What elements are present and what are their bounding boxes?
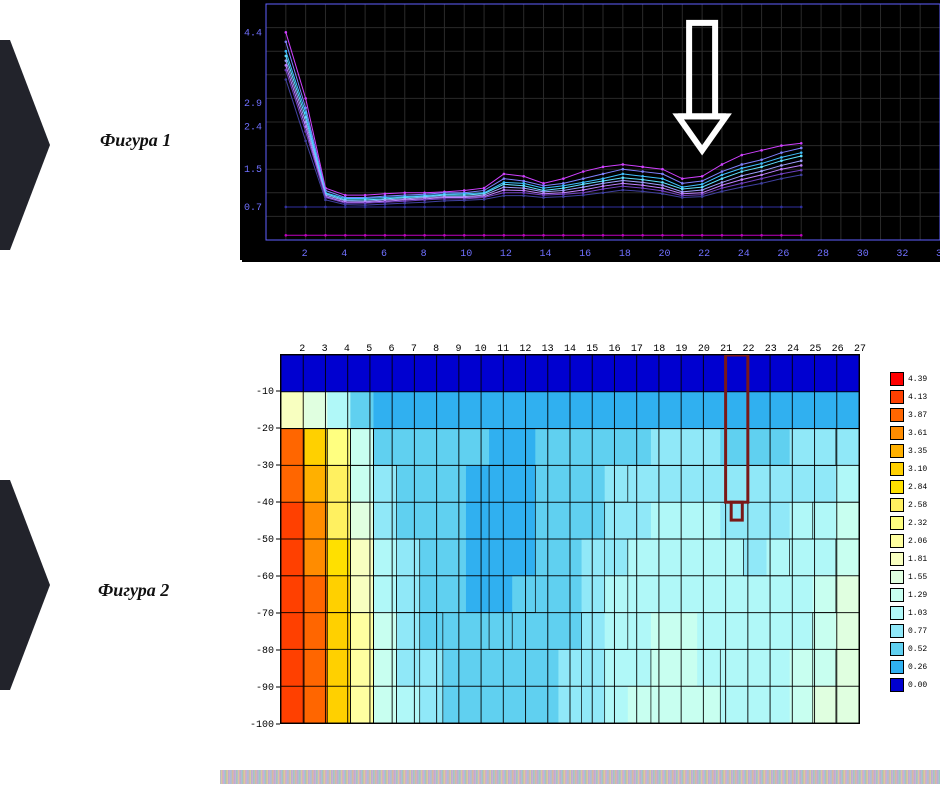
svg-text:10: 10 — [460, 249, 472, 260]
legend-value: 2.84 — [908, 483, 927, 492]
legend-swatch — [890, 462, 904, 476]
legend-swatch — [890, 426, 904, 440]
svg-text:16: 16 — [579, 249, 591, 260]
legend-value: 0.52 — [908, 645, 927, 654]
legend-value: 1.03 — [908, 609, 927, 618]
chart-2-heatmap: 2345678910111213141516171819202122232425… — [240, 340, 940, 740]
svg-text:-10: -10 — [256, 387, 274, 398]
svg-text:-30: -30 — [256, 461, 274, 472]
svg-text:32: 32 — [896, 249, 908, 260]
svg-text:-90: -90 — [256, 683, 274, 694]
decorative-noise-strip — [220, 770, 940, 784]
legend-swatch — [890, 642, 904, 656]
legend-swatch — [890, 408, 904, 422]
legend-entry: 1.03 — [890, 604, 938, 622]
legend-value: 1.55 — [908, 573, 927, 582]
legend-entry: 4.39 — [890, 370, 938, 388]
svg-text:4: 4 — [341, 249, 347, 260]
svg-text:6: 6 — [381, 249, 387, 260]
legend-value: 2.32 — [908, 519, 927, 528]
legend-entry: 2.58 — [890, 496, 938, 514]
legend-entry: 0.26 — [890, 658, 938, 676]
svg-text:26: 26 — [777, 249, 789, 260]
legend-value: 3.10 — [908, 465, 927, 474]
svg-text:-100: -100 — [250, 720, 274, 731]
legend-swatch — [890, 498, 904, 512]
legend-value: 3.87 — [908, 411, 927, 420]
heatmap-legend: 4.39 4.13 3.87 3.61 3.35 3.10 2.84 2.58 2.32 2.06… — [890, 370, 938, 694]
legend-value: 3.35 — [908, 447, 927, 456]
legend-swatch — [890, 480, 904, 494]
legend-value: 4.13 — [908, 393, 927, 402]
svg-text:22: 22 — [698, 249, 710, 260]
legend-entry: 1.29 — [890, 586, 938, 604]
legend-entry: 2.84 — [890, 478, 938, 496]
legend-value: 0.26 — [908, 663, 927, 672]
legend-entry: 0.77 — [890, 622, 938, 640]
svg-text:-20: -20 — [256, 424, 274, 435]
section-marker-1 — [0, 40, 50, 250]
chart-1-line: 0.71.52.42.94.42468101214161820222426283… — [240, 0, 940, 260]
legend-entry: 3.10 — [890, 460, 938, 478]
legend-entry: 3.87 — [890, 406, 938, 424]
svg-text:-50: -50 — [256, 535, 274, 546]
svg-text:30: 30 — [857, 249, 869, 260]
legend-swatch — [890, 552, 904, 566]
svg-text:-60: -60 — [256, 572, 274, 583]
svg-text:24: 24 — [738, 249, 750, 260]
svg-text:-40: -40 — [256, 498, 274, 509]
svg-text:12: 12 — [500, 249, 512, 260]
svg-text:0.7: 0.7 — [244, 203, 262, 214]
legend-swatch — [890, 606, 904, 620]
legend-value: 1.81 — [908, 555, 927, 564]
svg-text:4.4: 4.4 — [244, 28, 262, 39]
legend-value: 4.39 — [908, 375, 927, 384]
svg-text:28: 28 — [817, 249, 829, 260]
svg-text:8: 8 — [421, 249, 427, 260]
legend-entry: 0.00 — [890, 676, 938, 694]
legend-entry: 1.55 — [890, 568, 938, 586]
legend-value: 2.58 — [908, 501, 927, 510]
legend-swatch — [890, 588, 904, 602]
legend-swatch — [890, 570, 904, 584]
svg-text:34: 34 — [936, 249, 940, 260]
figure-2-label: Фигура 2 — [98, 580, 169, 601]
section-marker-2 — [0, 480, 50, 690]
legend-entry: 3.61 — [890, 424, 938, 442]
legend-value: 3.61 — [908, 429, 927, 438]
svg-text:-80: -80 — [256, 646, 274, 657]
legend-entry: 0.52 — [890, 640, 938, 658]
legend-swatch — [890, 516, 904, 530]
heatmap-plot-area — [280, 354, 860, 724]
legend-value: 1.29 — [908, 591, 927, 600]
figure-1-label: Фигура 1 — [100, 130, 171, 151]
legend-entry: 3.35 — [890, 442, 938, 460]
svg-text:1.5: 1.5 — [244, 165, 262, 176]
legend-entry: 2.06 — [890, 532, 938, 550]
svg-text:2.4: 2.4 — [244, 123, 262, 134]
svg-text:14: 14 — [540, 249, 552, 260]
legend-entry: 2.32 — [890, 514, 938, 532]
svg-text:18: 18 — [619, 249, 631, 260]
legend-entry: 4.13 — [890, 388, 938, 406]
legend-swatch — [890, 678, 904, 692]
legend-value: 0.77 — [908, 627, 927, 636]
svg-text:2: 2 — [302, 249, 308, 260]
legend-entry: 1.81 — [890, 550, 938, 568]
legend-swatch — [890, 372, 904, 386]
legend-swatch — [890, 660, 904, 674]
legend-value: 0.00 — [908, 681, 927, 690]
legend-swatch — [890, 390, 904, 404]
legend-swatch — [890, 624, 904, 638]
legend-swatch — [890, 444, 904, 458]
legend-swatch — [890, 534, 904, 548]
legend-value: 2.06 — [908, 537, 927, 546]
svg-text:20: 20 — [658, 249, 670, 260]
svg-text:-70: -70 — [256, 609, 274, 620]
svg-text:2.9: 2.9 — [244, 99, 262, 110]
